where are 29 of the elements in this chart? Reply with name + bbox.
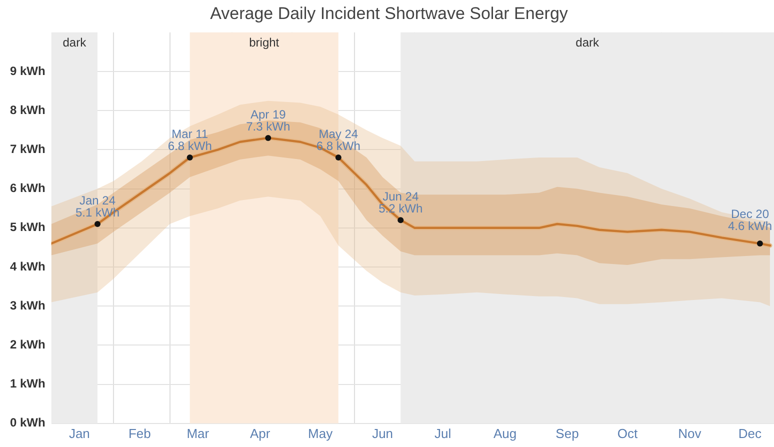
band-label: dark: [576, 36, 600, 50]
x-tick-label: Mar: [186, 426, 210, 441]
y-tick-label: 3 kWh: [10, 298, 46, 312]
annotation: May 24 6.8 kWh: [316, 126, 360, 153]
y-tick-label: 8 kWh: [10, 102, 46, 117]
x-tick-label: Dec: [738, 426, 762, 441]
x-tick-label: Nov: [678, 426, 702, 441]
y-tick-label: 9 kWh: [10, 64, 46, 78]
y-tick-label: 5 kWh: [10, 220, 46, 234]
x-tick-label: Jun: [372, 426, 394, 441]
x-tick-label: Feb: [128, 426, 151, 441]
x-tick-label: Sep: [556, 426, 579, 441]
y-tick-label: 2 kWh: [10, 338, 46, 352]
x-tick-label: Oct: [617, 426, 638, 441]
x-tick-label: Apr: [250, 426, 271, 441]
chart-title: Average Daily Incident Shortwave Solar Energy: [210, 4, 568, 23]
y-tick-label: 4 kWh: [10, 259, 46, 274]
band-label: bright: [249, 36, 280, 50]
y-tick-label: 7 kWh: [10, 142, 46, 156]
y-tick-label: 1 kWh: [10, 376, 46, 391]
x-tick-label: Jul: [434, 426, 452, 441]
band-label: dark: [62, 36, 88, 50]
x-tick-label: Aug: [493, 426, 517, 441]
y-tick-label: 0 kWh: [10, 416, 46, 430]
y-tick-label: 6 kWh: [10, 181, 46, 196]
annotation: Apr 19 7.3 kWh: [246, 107, 290, 134]
annotation: Mar 11 6.8 kWh: [168, 126, 212, 153]
x-tick-label: Jan: [68, 426, 90, 441]
x-tick-label: May: [308, 426, 334, 441]
